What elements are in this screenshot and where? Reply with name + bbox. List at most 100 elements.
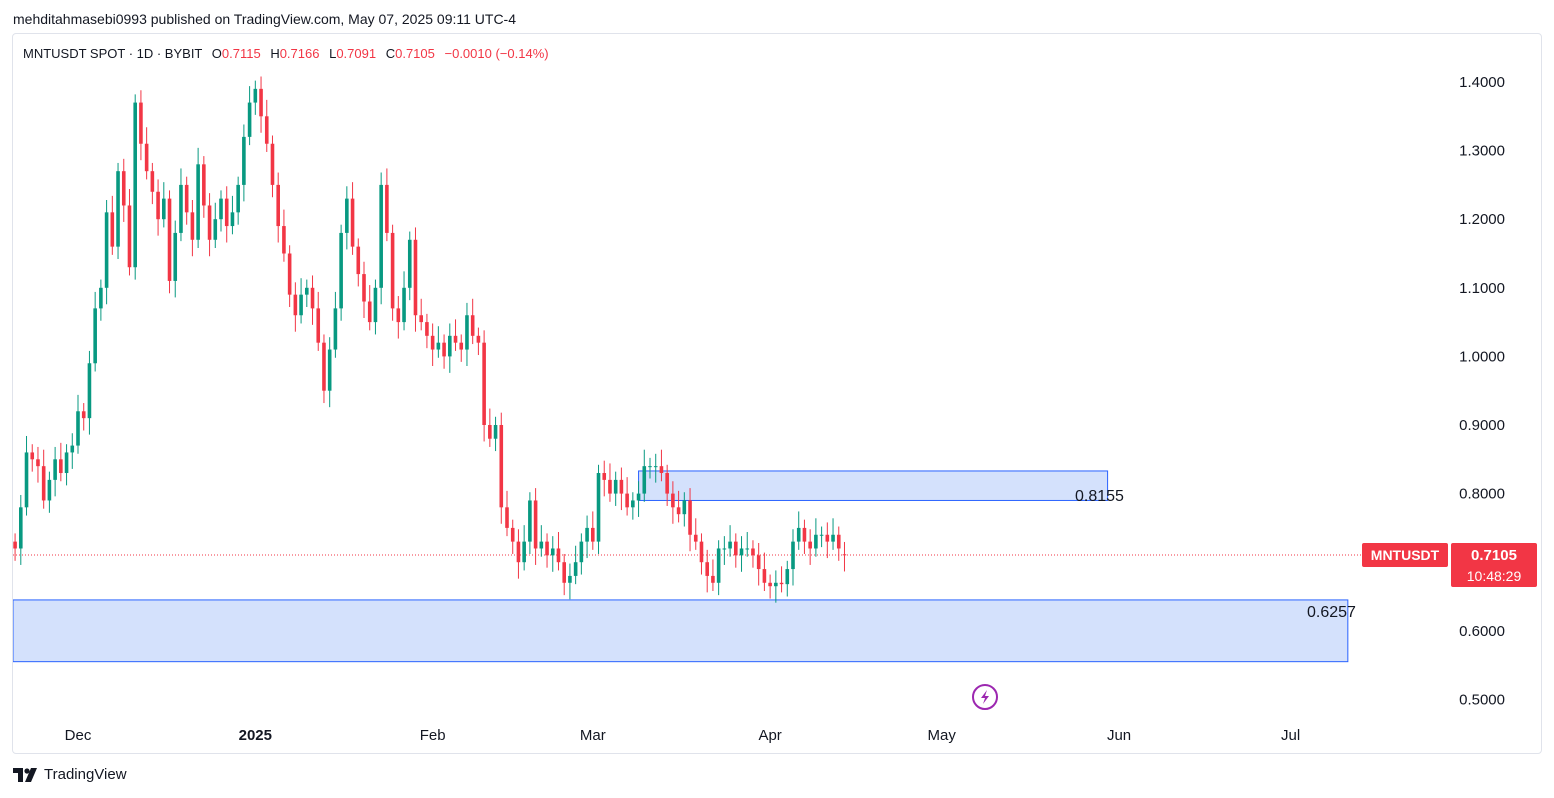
candle xyxy=(36,459,40,467)
candle xyxy=(287,253,292,295)
candle xyxy=(625,493,629,508)
candle xyxy=(64,452,69,474)
candle xyxy=(179,184,183,233)
candle xyxy=(505,507,509,528)
candle xyxy=(716,548,721,583)
tradingview-logo-icon xyxy=(13,767,37,782)
footer-brand-text: TradingView xyxy=(44,766,127,783)
candle xyxy=(127,205,132,268)
candle xyxy=(510,527,515,542)
legend-open-label: O xyxy=(211,46,222,61)
candle xyxy=(41,466,46,501)
candle xyxy=(602,473,607,480)
candle xyxy=(110,212,115,247)
price-tag-symbol: MNTUSDT xyxy=(1371,547,1440,563)
candle xyxy=(739,548,744,556)
candle xyxy=(322,342,326,391)
candle xyxy=(81,411,86,419)
price-tag-bg xyxy=(1451,542,1537,587)
price-tag-price: 0.7105 xyxy=(1471,547,1517,564)
ohlc-legend: MNTUSDT SPOT · 1D · BYBIT O0.7115 H0.716… xyxy=(23,46,549,61)
candle xyxy=(442,342,446,357)
candle xyxy=(751,548,755,556)
candle xyxy=(819,534,824,536)
candle xyxy=(53,459,57,480)
candle xyxy=(144,143,149,172)
candle xyxy=(779,582,784,585)
candle xyxy=(728,541,732,549)
legend-close-value: 0.7105 xyxy=(395,46,435,61)
candle xyxy=(688,500,692,535)
candlestick-chart[interactable]: 0.8155 0.6257 1.4000 1.3000 1.2000 1.1000 1.00… xyxy=(13,34,1542,754)
lightning-icon[interactable] xyxy=(972,684,998,710)
candle xyxy=(219,198,223,220)
candle xyxy=(282,226,286,254)
candle xyxy=(459,342,464,350)
candle xyxy=(465,315,469,350)
candle xyxy=(362,274,366,302)
candle xyxy=(613,479,618,494)
candle xyxy=(247,102,252,137)
candle xyxy=(202,164,206,206)
y-tick-label: 0.5000 xyxy=(1459,691,1505,708)
candle xyxy=(104,212,109,288)
candle xyxy=(396,308,401,323)
tradingview-brand[interactable]: TradingView xyxy=(13,766,127,783)
legend-high-value: 0.7166 xyxy=(279,46,320,61)
candle xyxy=(276,184,280,227)
candle xyxy=(791,541,795,570)
candle xyxy=(642,466,647,494)
candle xyxy=(842,554,847,556)
candle xyxy=(653,466,658,468)
candle xyxy=(47,479,52,501)
candle xyxy=(350,198,355,247)
candle xyxy=(516,541,521,563)
candle xyxy=(768,582,772,587)
candle xyxy=(345,198,349,233)
zone-label-1: 0.6257 xyxy=(1307,604,1356,621)
candle xyxy=(30,452,35,460)
candle xyxy=(499,425,504,508)
candle xyxy=(522,541,526,563)
published-caption: mehditahmasebi0993 published on TradingV… xyxy=(13,11,517,27)
candle xyxy=(808,541,812,549)
candle xyxy=(774,582,778,587)
candle xyxy=(814,534,818,549)
candle xyxy=(402,287,406,323)
x-tick-label: 2025 xyxy=(239,727,272,744)
price-tag-symbol-bg xyxy=(1362,542,1448,567)
y-tick-label: 1.3000 xyxy=(1459,143,1505,160)
candle xyxy=(476,335,481,343)
candle xyxy=(676,507,681,515)
candle xyxy=(436,342,441,350)
candle xyxy=(253,88,258,103)
candle xyxy=(648,466,652,468)
candle xyxy=(488,425,492,439)
candle xyxy=(430,335,435,350)
candle xyxy=(619,479,624,494)
x-tick-label: Jul xyxy=(1281,727,1300,744)
candle xyxy=(579,541,584,563)
candle xyxy=(156,191,160,220)
legend-high-label: H xyxy=(270,46,280,61)
x-tick-label: Apr xyxy=(758,727,781,744)
candle xyxy=(596,473,601,542)
candle xyxy=(470,315,475,336)
candle xyxy=(671,493,675,508)
candle xyxy=(545,541,549,556)
candle xyxy=(796,527,801,542)
y-tick-label: 0.9000 xyxy=(1459,417,1505,434)
zone-box-0 xyxy=(638,470,1109,501)
candle xyxy=(339,232,343,309)
x-tick-label: May xyxy=(928,727,957,744)
candle xyxy=(379,184,383,288)
candle xyxy=(121,171,126,206)
candle xyxy=(762,569,767,583)
candle xyxy=(299,294,303,316)
candle xyxy=(482,342,486,425)
candle xyxy=(230,212,235,227)
y-tick-label: 1.1000 xyxy=(1459,280,1505,297)
candle xyxy=(327,349,332,391)
candle xyxy=(242,136,246,185)
chart-frame[interactable]: 0.8155 0.6257 1.4000 1.3000 1.2000 1.1000 1.00… xyxy=(12,33,1542,754)
